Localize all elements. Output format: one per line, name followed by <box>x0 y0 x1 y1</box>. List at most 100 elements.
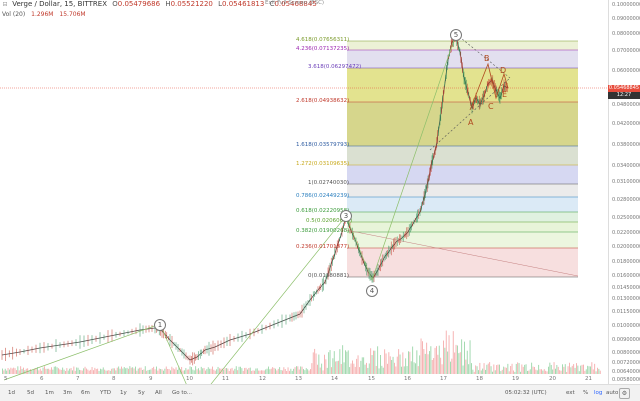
volume-bar <box>163 370 164 374</box>
volume-bar <box>321 363 323 374</box>
volume-bar <box>364 364 366 374</box>
price-axis-tick: 0.03100000 <box>612 179 640 185</box>
auto-scale-toggle[interactable]: auto <box>606 390 619 396</box>
volume-bar <box>524 364 526 374</box>
volume-bar <box>20 366 22 374</box>
volume-bar <box>503 366 505 374</box>
price-axis-tick: 0.00720000 <box>612 360 640 366</box>
wave-b-label: B <box>484 54 490 63</box>
volume-bar <box>65 370 66 374</box>
volume-bar <box>114 368 115 374</box>
volume-bar <box>158 368 160 374</box>
log-scale-toggle[interactable]: log <box>594 390 603 396</box>
volume-bar <box>102 367 104 374</box>
wave-4-label: 4 <box>366 285 378 297</box>
volume-bar <box>419 355 421 374</box>
fib-level-label: 0.236(0.01701877) <box>296 244 350 250</box>
volume-bar <box>580 365 582 374</box>
price-axis-tick: 0.01600000 <box>612 273 640 279</box>
volume-bar <box>266 368 268 374</box>
volume-bar <box>492 371 493 374</box>
volume-bar <box>52 369 54 374</box>
range-button-5y[interactable]: 5y <box>138 390 145 396</box>
wave-3-label: 3 <box>340 210 352 222</box>
volume-bar <box>171 366 173 374</box>
volume-bar <box>24 370 26 374</box>
volume-bar <box>112 368 114 374</box>
volume-bar <box>466 350 468 374</box>
volume-bar <box>345 350 346 374</box>
volume-bar <box>416 350 418 374</box>
settings-icon[interactable]: ⚙ <box>619 388 630 399</box>
volume-bar <box>518 363 520 374</box>
volume-bar <box>531 362 533 374</box>
volume-bar <box>294 367 296 374</box>
volume-bar <box>535 369 537 374</box>
fib-band <box>347 50 578 68</box>
volume-bar <box>504 367 506 374</box>
volume-bar <box>91 367 93 374</box>
volume-bar <box>147 370 149 374</box>
volume-bar <box>35 367 37 374</box>
volume-bar <box>49 369 51 374</box>
fib-level-label: 0.382(0.01900268) <box>296 228 350 234</box>
time-axis-tick: 21 <box>585 376 592 382</box>
chart-area[interactable]: ⊟ Verge / Dollar, 15, BITTREX O0.0547968… <box>0 0 608 384</box>
volume-bar <box>160 368 162 374</box>
volume-bar <box>273 367 275 374</box>
volume-bar <box>72 370 73 374</box>
volume-bar <box>304 370 306 374</box>
volume-bar <box>228 370 230 374</box>
range-button-3m[interactable]: 3m <box>63 390 72 396</box>
volume-bar <box>46 368 48 374</box>
collapse-icon[interactable]: ⊟ <box>2 1 8 8</box>
percent-scale-toggle[interactable]: % <box>583 390 589 396</box>
volume-bar <box>214 370 216 374</box>
volume-bar <box>48 368 50 374</box>
volume-bar <box>377 346 379 374</box>
volume-bar <box>382 367 384 374</box>
range-button-all[interactable]: All <box>155 390 162 396</box>
volume-bar <box>461 339 463 374</box>
time-axis[interactable]: 5 6 7 8 9 10 11 12 13 14 15 16 17 18 19 20 21 <box>0 375 608 384</box>
extended-hours-toggle[interactable]: ext <box>566 390 575 396</box>
volume-bar <box>137 368 139 374</box>
time-axis-tick: 14 <box>331 376 338 382</box>
price-axis[interactable]: 0.10000000 0.09000000 0.08000000 0.07000000… <box>608 0 640 384</box>
range-button-6m[interactable]: 6m <box>81 390 90 396</box>
range-button-1d[interactable]: 1d <box>8 390 15 396</box>
price-axis-tick: 0.01000000 <box>612 323 640 329</box>
volume-bar <box>406 366 408 374</box>
volume-bar <box>469 340 471 374</box>
price-axis-tick: 0.04800000 <box>612 102 640 108</box>
volume-bar <box>329 350 331 374</box>
exit-fullscreen-hint[interactable]: Exit Full Screen (ESC) <box>265 0 325 6</box>
utc-clock[interactable]: 05:02:32 (UTC) <box>505 390 547 396</box>
price-chart[interactable] <box>0 0 608 384</box>
volume-bar <box>193 370 195 374</box>
range-button-1m[interactable]: 1m <box>45 390 54 396</box>
volume-bar <box>457 345 458 374</box>
volume-bar <box>79 369 80 374</box>
volume-bar <box>217 366 219 374</box>
range-button-1y[interactable]: 1y <box>120 390 127 396</box>
volume-ma-value: 15.706M <box>59 11 86 18</box>
range-button-ytd[interactable]: YTD <box>100 390 111 396</box>
volume-bar <box>591 362 593 374</box>
volume-bar <box>574 367 576 374</box>
volume-bar <box>284 369 286 374</box>
symbol-title[interactable]: Verge / Dollar, 15, BITTREX <box>12 0 108 8</box>
volume-bar <box>242 370 244 374</box>
range-button-5d[interactable]: 5d <box>27 390 34 396</box>
volume-bar <box>279 367 281 374</box>
volume-bar <box>452 331 454 374</box>
volume-bar <box>269 369 271 374</box>
volume-bar <box>525 364 527 374</box>
volume-bar <box>297 366 299 374</box>
volume-bar <box>178 366 180 374</box>
volume-bar <box>529 369 531 374</box>
volume-bar <box>553 362 555 374</box>
volume-label[interactable]: Vol (20) <box>2 11 26 18</box>
volume-bar <box>233 370 234 374</box>
goto-button[interactable]: Go to... <box>172 390 193 396</box>
